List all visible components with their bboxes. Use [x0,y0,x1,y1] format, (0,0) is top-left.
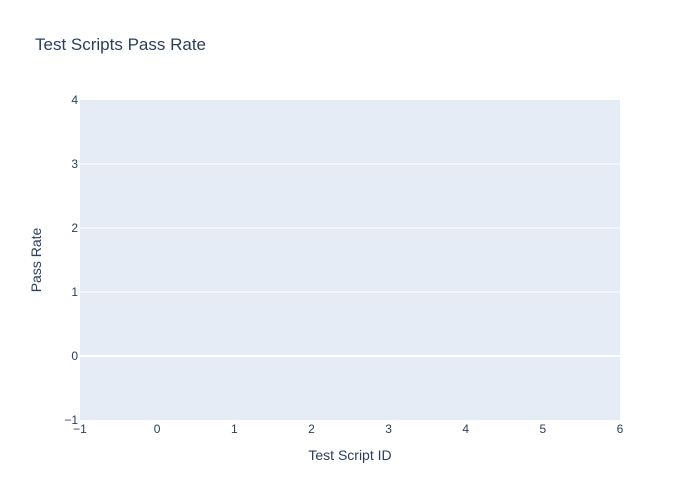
gridlines [80,163,620,357]
x-tick-label: 4 [462,422,469,436]
y-axis-ticks: −1 0 1 2 3 4 [64,93,78,427]
y-tick-label: 3 [71,157,78,171]
x-tick-label: −1 [73,422,87,436]
y-tick-label: 0 [71,349,78,363]
x-axis-ticks: −1 0 1 2 3 4 5 6 [73,422,624,436]
x-tick-label: 0 [154,422,161,436]
x-tick-label: 1 [231,422,238,436]
x-tick-label: 6 [617,422,624,436]
plot-area [80,100,620,420]
x-tick-label: 5 [540,422,547,436]
y-tick-label: 4 [71,93,78,107]
x-axis-title: Test Script ID [308,447,391,463]
y-tick-label: −1 [64,413,78,427]
x-tick-label: 2 [308,422,315,436]
y-axis-title: Pass Rate [28,227,44,292]
x-tick-label: 3 [385,422,392,436]
y-tick-label: 1 [71,285,78,299]
chart-title: Test Scripts Pass Rate [35,35,206,54]
y-tick-label: 2 [71,221,78,235]
